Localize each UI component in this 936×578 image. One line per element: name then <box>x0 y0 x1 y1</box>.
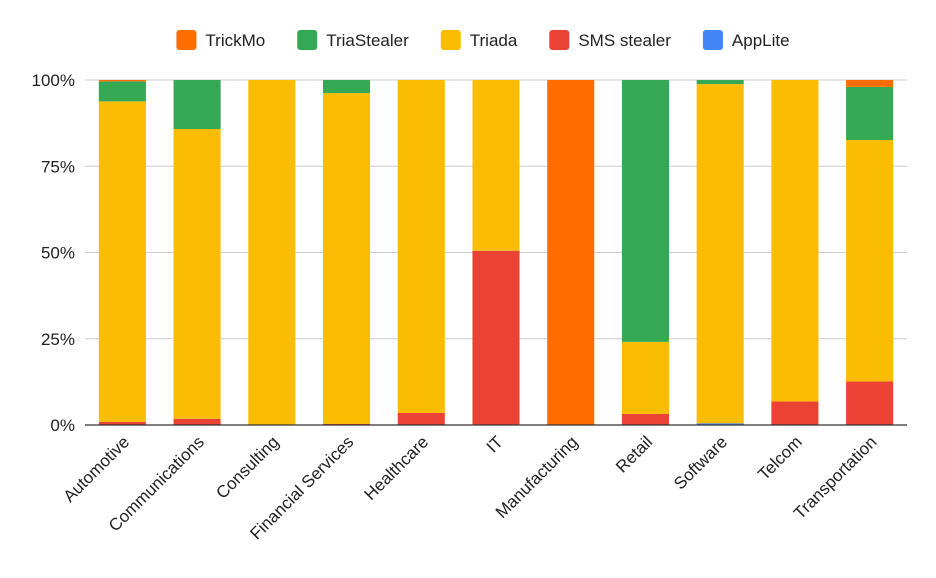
bar-stack-software <box>696 80 744 425</box>
legend-label-triada: Triada <box>470 31 518 50</box>
bar-stack-automotive <box>98 80 146 425</box>
bar-segment-communications-sms-stealer <box>173 418 221 425</box>
legend-label-applite: AppLite <box>732 31 790 50</box>
bar-segment-software-triada <box>696 84 744 424</box>
bar-segment-healthcare-triada <box>397 80 445 413</box>
bar-segment-consulting-triada <box>248 80 296 425</box>
x-tick-label-software: Software <box>670 432 731 493</box>
bar-segment-automotive-trickmo <box>98 80 146 82</box>
legend-swatch-applite <box>702 30 723 50</box>
bar-stack-it <box>472 80 520 425</box>
bar-segment-retail-triastealer <box>621 80 669 342</box>
bar-segment-transportation-triastealer <box>846 86 894 141</box>
bar-stack-financial-services <box>323 80 371 425</box>
x-tick-label-healthcare: Healthcare <box>361 432 433 504</box>
bar-segment-financial-services-triastealer <box>323 80 371 94</box>
legend-label-sms-stealer: SMS stealer <box>578 31 671 50</box>
bar-segment-software-applite <box>696 423 744 425</box>
bar-segment-manufacturing-trickmo <box>547 80 595 425</box>
bar-segment-healthcare-sms-stealer <box>397 412 445 425</box>
legend-label-trickmo: TrickMo <box>205 31 265 50</box>
bar-segment-communications-triada <box>173 128 221 419</box>
legend-item-sms-stealer: SMS stealer <box>549 30 671 50</box>
legend-swatch-triastealer <box>297 30 318 50</box>
bars <box>98 80 894 425</box>
bar-segment-automotive-sms-stealer <box>98 421 146 425</box>
bar-segment-automotive-triada <box>98 101 146 422</box>
legend-swatch-sms-stealer <box>549 30 570 50</box>
bar-stack-consulting <box>248 80 296 425</box>
bar-segment-retail-triada <box>621 341 669 414</box>
bar-stack-healthcare <box>397 80 445 425</box>
bar-segment-it-triada <box>472 80 520 251</box>
legend-swatch-trickmo <box>176 30 197 50</box>
bar-segment-transportation-trickmo <box>846 80 894 87</box>
bar-stack-manufacturing <box>547 80 595 425</box>
y-tick-label: 100% <box>32 71 75 90</box>
bar-stack-retail <box>621 80 669 425</box>
legend-swatch-triada <box>440 30 461 50</box>
bar-stack-transportation <box>846 80 894 425</box>
bar-segment-retail-sms-stealer <box>621 413 669 425</box>
bar-segment-transportation-triada <box>846 140 894 382</box>
bar-stack-telcom <box>771 80 819 425</box>
bar-segment-transportation-sms-stealer <box>846 381 894 425</box>
legend-item-trickmo: TrickMo <box>176 30 265 50</box>
bar-segment-automotive-triastealer <box>98 81 146 102</box>
y-tick-label: 25% <box>41 330 75 349</box>
legend: TrickMo TriaStealer Triada SMS stealer AppLi… <box>176 30 790 50</box>
y-tick-label: 0% <box>50 416 75 435</box>
legend-label-triastealer: TriaStealer <box>326 31 409 50</box>
legend-item-applite: AppLite <box>702 30 790 50</box>
legend-item-triada: Triada <box>440 30 518 50</box>
x-tick-label-automotive: Automotive <box>60 432 134 506</box>
bar-segment-it-sms-stealer <box>472 250 520 425</box>
x-tick-label-consulting: Consulting <box>212 432 282 502</box>
bar-segment-telcom-sms-stealer <box>771 401 819 425</box>
bar-segment-telcom-triada <box>771 80 819 402</box>
y-axis-tick-labels: 0% 25% 50% 75% 100% <box>32 71 75 435</box>
x-tick-label-it: IT <box>483 432 507 456</box>
bar-segment-software-triastealer <box>696 80 744 85</box>
y-tick-label: 50% <box>41 244 75 263</box>
x-tick-label-telcom: Telcom <box>754 432 806 484</box>
x-tick-label-retail: Retail <box>612 432 656 476</box>
legend-item-triastealer: TriaStealer <box>297 30 409 50</box>
y-tick-label: 75% <box>41 157 75 176</box>
bar-segment-financial-services-triada <box>323 93 371 424</box>
bar-segment-communications-triastealer <box>173 80 221 129</box>
bar-stack-communications <box>173 80 221 425</box>
